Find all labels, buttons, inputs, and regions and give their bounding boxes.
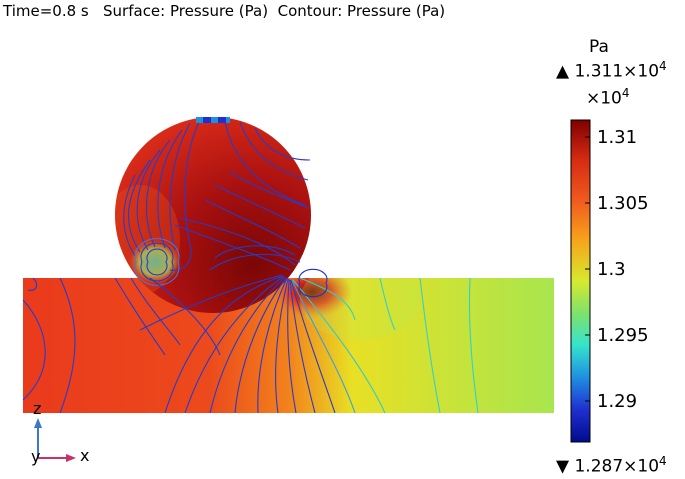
axis-triad [34, 418, 76, 462]
colorbar-min-label: ▼ 1.287×104 [556, 454, 667, 477]
colorbar-tick-1.31: 1.31 [597, 127, 638, 148]
max-marker-icon: ▲ [556, 61, 570, 82]
colorbar-max-label: ▲ 1.311×104 [556, 59, 667, 82]
colorbar-tick-1.305: 1.305 [597, 193, 649, 214]
inlet-marker [196, 117, 230, 123]
colorbar-tick-1.3: 1.3 [597, 259, 626, 280]
axis-label-y: y [31, 447, 41, 466]
colorbar-tick-1.29: 1.29 [597, 391, 638, 412]
min-marker-icon: ▼ [556, 456, 570, 477]
colorbar-unit: Pa [589, 37, 609, 57]
axis-label-z: z [33, 399, 42, 418]
contour-lines [22, 119, 479, 414]
colorbar-scale-label: ×104 [586, 86, 630, 109]
colorbar [570, 119, 591, 443]
axis-label-x: x [80, 446, 90, 465]
plot-title: Time=0.8 s Surface: Pressure (Pa) Contou… [3, 2, 446, 20]
colorbar-tick-1.295: 1.295 [597, 325, 649, 346]
